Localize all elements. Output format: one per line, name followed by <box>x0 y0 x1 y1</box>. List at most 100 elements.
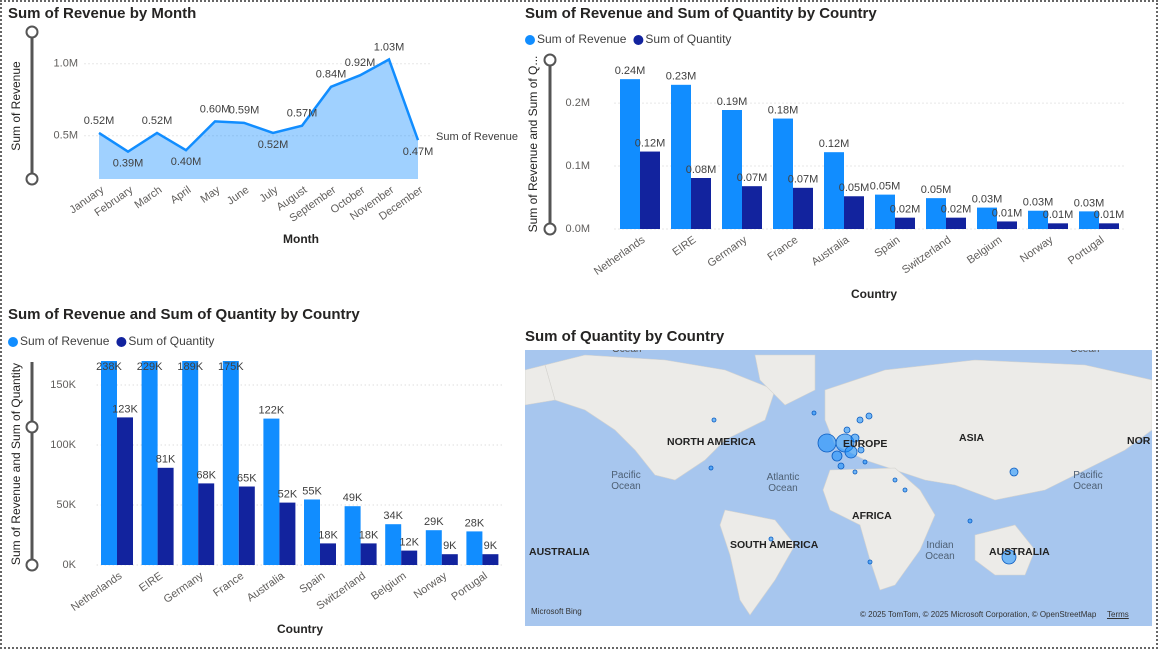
map-label: AFRICA <box>852 510 892 522</box>
bar <box>482 554 499 565</box>
data-label: 0.40M <box>171 156 202 168</box>
bar <box>238 486 255 565</box>
map-label: Pacific Ocean <box>1073 470 1103 492</box>
data-label: 0.05M <box>839 182 870 194</box>
y-tick-label: 0.2M <box>566 97 590 109</box>
bar <box>279 502 296 565</box>
data-label: 0.01M <box>992 207 1023 219</box>
data-label: 55K <box>302 485 322 497</box>
x-tick-label: April <box>168 184 193 206</box>
map[interactable]: Ocean Ocean NORTH AMERICA EUROPE ASIA NO… <box>525 350 1152 626</box>
slider-handle[interactable] <box>25 558 39 572</box>
bar <box>441 554 458 565</box>
slider-handle[interactable] <box>25 420 39 434</box>
map-label: Indian Ocean <box>925 540 955 562</box>
data-label: 0.05M <box>870 181 901 193</box>
bar <box>385 524 402 565</box>
bar <box>198 483 215 565</box>
data-label: 0.12M <box>635 137 666 149</box>
bar <box>117 417 133 565</box>
map-terms[interactable]: Terms <box>1107 610 1129 619</box>
slider-handle[interactable] <box>543 53 557 67</box>
bar <box>182 361 199 565</box>
bar <box>895 217 915 229</box>
data-label: 52K <box>278 489 298 501</box>
legend-label: Sum of Revenue <box>537 32 627 46</box>
data-label: 0.92M <box>345 57 376 69</box>
data-label: 0.03M <box>1023 197 1054 209</box>
bar <box>946 217 966 229</box>
data-label: 0.52M <box>84 115 115 127</box>
bar <box>824 152 844 229</box>
data-label: 238K <box>96 361 122 373</box>
map-attribution: © 2025 TomTom, © 2025 Microsoft Corporat… <box>860 610 1097 619</box>
slider-handle[interactable] <box>25 25 39 39</box>
slider-handle[interactable] <box>543 222 557 236</box>
x-axis-title: Country <box>277 622 323 636</box>
bar <box>1079 211 1099 229</box>
data-label: 0.47M <box>403 146 434 158</box>
map-label: AUSTRALIA <box>529 546 590 558</box>
legend-marker <box>633 35 644 45</box>
bar <box>1028 210 1048 229</box>
bar <box>401 550 418 565</box>
map-logo: Microsoft Bing <box>531 607 582 616</box>
slider-handle[interactable] <box>25 172 39 186</box>
bar <box>320 543 336 565</box>
data-label: 0.08M <box>686 164 717 176</box>
y-tick-label: 50K <box>56 499 76 511</box>
data-label: 0.39M <box>113 158 144 170</box>
data-label: 0.24M <box>615 65 646 77</box>
data-label: 122K <box>259 405 285 417</box>
data-label: 0.02M <box>890 204 921 216</box>
x-tick-label: Spain <box>297 570 327 596</box>
x-tick-label: Portugal <box>449 570 489 603</box>
data-label: 175K <box>218 361 244 373</box>
map-label: Ocean <box>1070 350 1099 355</box>
x-tick-label: March <box>132 184 164 211</box>
map-label: ASIA <box>959 432 985 444</box>
x-tick-label: June <box>225 184 251 208</box>
x-tick-label: France <box>765 234 800 263</box>
bar <box>722 110 742 229</box>
y-tick-label: 0K <box>63 559 77 571</box>
bar <box>101 361 117 565</box>
x-tick-label: Netherlands <box>69 570 125 614</box>
data-label: 123K <box>112 403 138 415</box>
bar <box>773 118 793 229</box>
bar <box>344 506 361 565</box>
x-tick-label: Belgium <box>369 570 408 603</box>
bar <box>671 84 691 229</box>
data-label: 28K <box>465 517 485 529</box>
x-tick-label: Spain <box>872 234 902 260</box>
map-land <box>525 354 1152 616</box>
data-label: 9K <box>443 540 457 552</box>
bar <box>1048 223 1068 229</box>
data-label: 0.01M <box>1094 209 1125 221</box>
data-label: 0.03M <box>972 193 1003 205</box>
bar <box>875 194 895 229</box>
legend-marker <box>116 337 127 347</box>
data-label: 1.03M <box>374 41 405 53</box>
map-label: NOR <box>1127 435 1151 447</box>
chart-title: Sum of Revenue and Sum of Quantity by Co… <box>525 5 877 22</box>
data-label: 0.07M <box>788 174 819 186</box>
data-label: 34K <box>383 510 403 522</box>
bar <box>360 543 377 565</box>
data-label: 0.05M <box>921 184 952 196</box>
map-label: NORTH AMERICA <box>667 436 756 448</box>
x-tick-label: Australia <box>245 570 288 605</box>
map-label: Ocean <box>612 350 641 355</box>
bar <box>466 531 483 565</box>
data-label: 0.57M <box>287 108 318 120</box>
data-label: 12K <box>399 537 419 549</box>
x-tick-label: Norway <box>1018 234 1056 266</box>
data-label: 0.60M <box>200 103 231 115</box>
x-tick-label: Netherlands <box>592 234 648 278</box>
x-axis-title: Country <box>851 287 897 301</box>
x-tick-label: Australia <box>809 234 852 269</box>
bar <box>977 207 997 229</box>
x-axis-title: Month <box>283 232 319 246</box>
